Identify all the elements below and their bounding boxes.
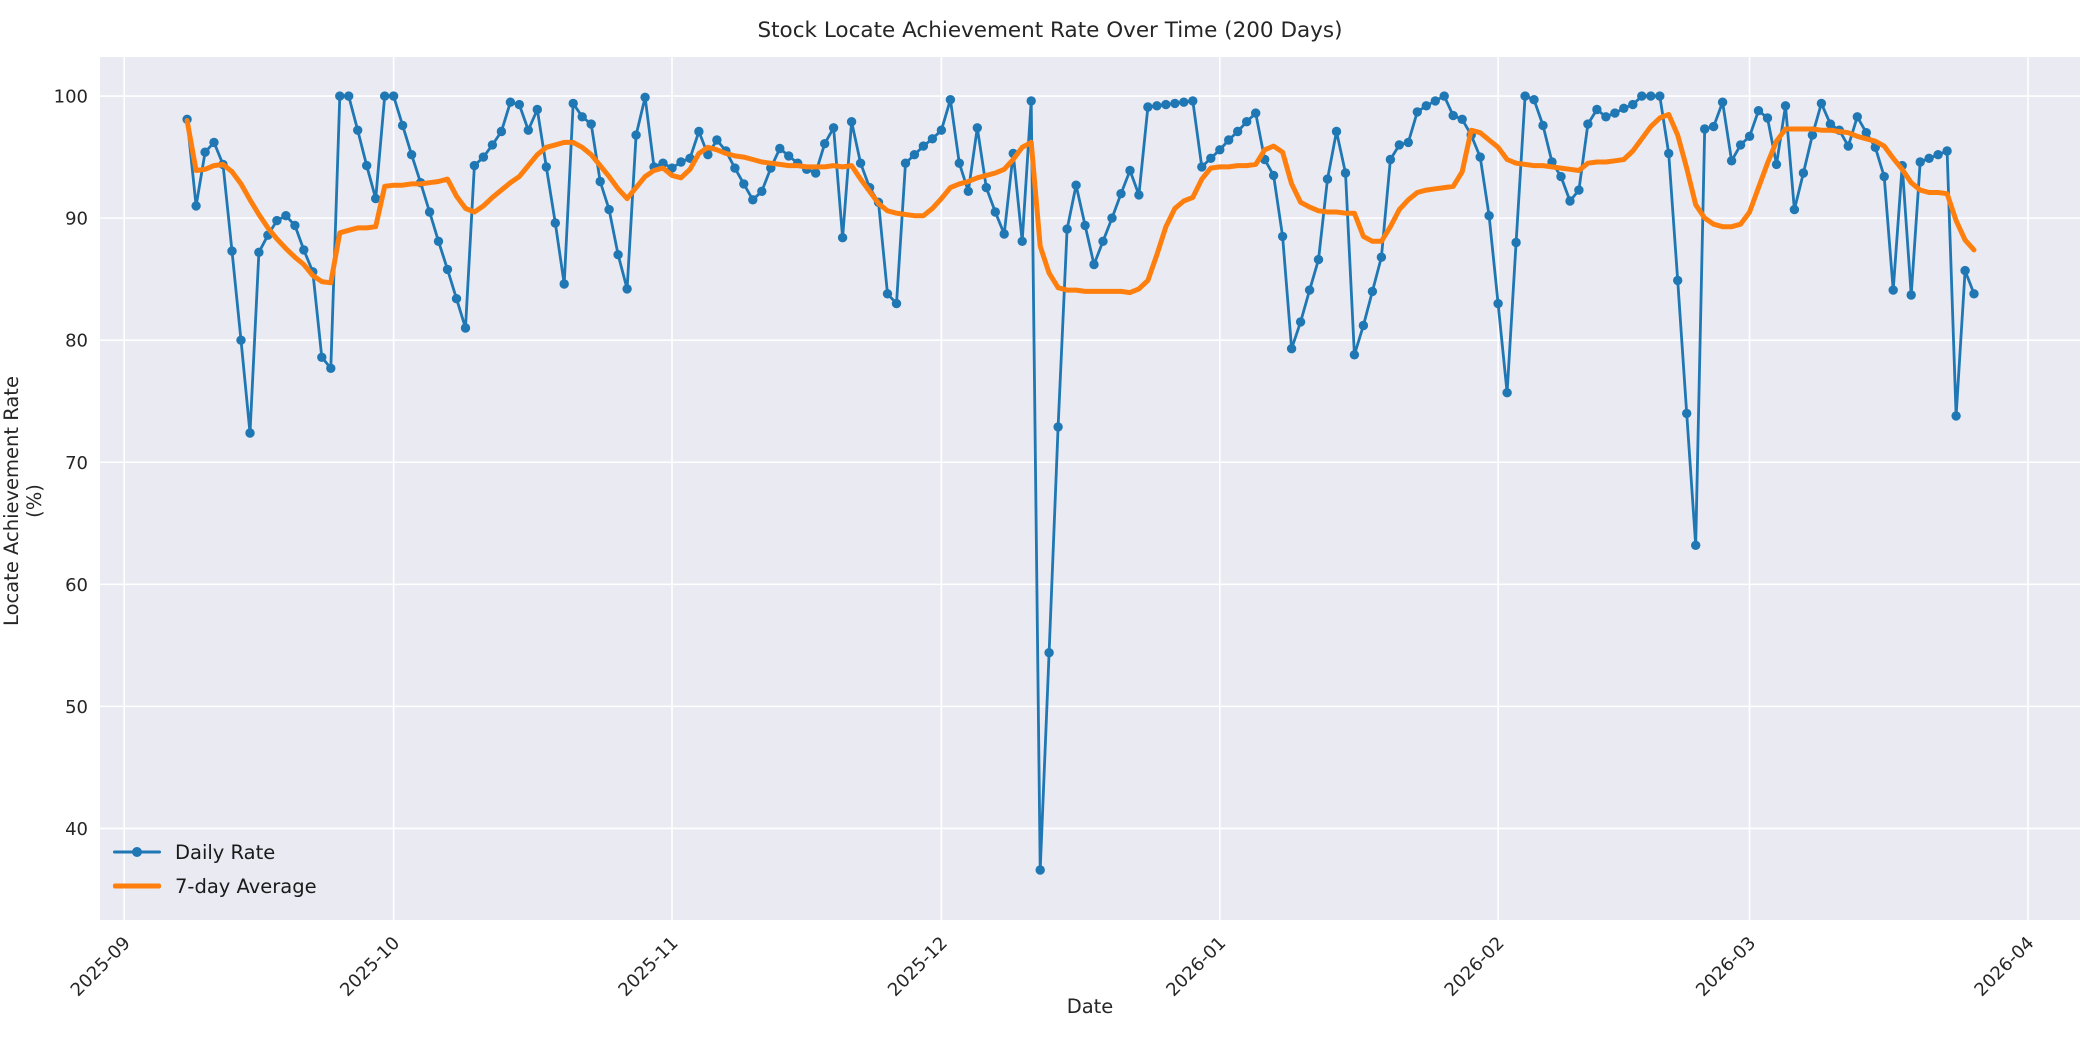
svg-text:60: 60 <box>65 575 88 596</box>
x-tick-labels: 2025-09 2025-10 2025-11 2025-12 2026-01 2026-… <box>67 933 2039 1001</box>
legend-label-daily-rate: Daily Rate <box>175 840 276 864</box>
legend-item-daily-rate: Daily Rate <box>113 840 317 864</box>
gridlines <box>100 57 2080 920</box>
legend-item-7day-average: 7-day Average <box>113 874 317 898</box>
daily-rate-line-swatch <box>113 840 161 864</box>
svg-text:70: 70 <box>65 453 88 474</box>
svg-text:2025-09: 2025-09 <box>67 933 135 1001</box>
svg-text:2025-10: 2025-10 <box>336 933 404 1001</box>
svg-text:100: 100 <box>54 87 88 108</box>
svg-text:80: 80 <box>65 331 88 352</box>
svg-text:2026-02: 2026-02 <box>1441 933 1509 1001</box>
svg-text:2025-11: 2025-11 <box>614 933 682 1001</box>
legend-label-7day-average: 7-day Average <box>175 874 317 898</box>
7-day-average-line <box>184 111 1977 296</box>
y-axis-label: Locate Achievement Rate (%) <box>0 376 46 626</box>
svg-text:2025-12: 2025-12 <box>884 933 952 1001</box>
svg-text:2026-03: 2026-03 <box>1692 933 1760 1001</box>
svg-text:50: 50 <box>65 697 88 718</box>
svg-text:40: 40 <box>65 819 88 840</box>
y-tick-labels: 40 50 60 70 80 90 100 <box>54 87 88 840</box>
x-axis-label: Date <box>1066 995 1114 1018</box>
svg-text:2026-01: 2026-01 <box>1162 933 1230 1001</box>
daily-rate-line-markers <box>182 91 1979 875</box>
legend: Daily Rate 7-day Average <box>113 840 317 898</box>
seven-day-average-line-swatch <box>113 874 161 898</box>
svg-text:90: 90 <box>65 209 88 230</box>
svg-text:2026-04: 2026-04 <box>1970 933 2038 1001</box>
chart-title: Stock Locate Achievement Rate Over Time … <box>757 18 1343 43</box>
daily-rate-line <box>182 91 1979 875</box>
